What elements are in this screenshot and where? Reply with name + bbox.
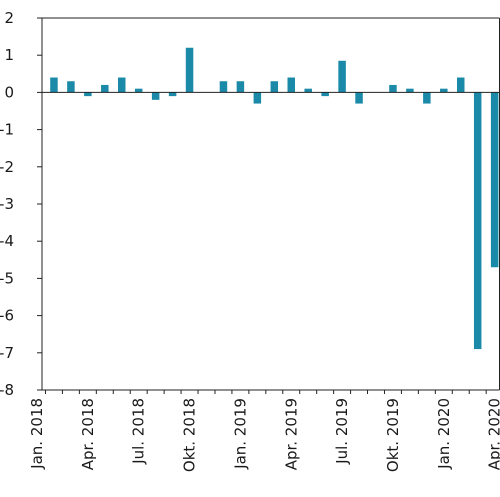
y-axis: 2 1 0 -1 -2 -3 -4 -5 -6 -7 -8 <box>0 9 43 399</box>
y-tick-label: -6 <box>0 307 14 325</box>
bar-mar-2018 <box>67 81 75 93</box>
y-tick-label: -1 <box>0 121 14 139</box>
bar-apr-2019 <box>287 77 295 93</box>
bar-jul-2019 <box>338 60 346 93</box>
y-tick-label: 1 <box>4 46 14 64</box>
bar-may-2018 <box>101 84 109 93</box>
plot-area <box>42 17 500 390</box>
y-tick-label: -5 <box>0 269 14 287</box>
bar-feb-2019 <box>253 92 262 104</box>
x-tick-label: Jan. 2020 <box>435 398 453 470</box>
x-tick-label: Apr. 2018 <box>79 398 97 470</box>
bar-sep-2018 <box>168 92 177 97</box>
bar-feb-2020 <box>457 77 465 93</box>
y-tick-label: 0 <box>4 83 14 101</box>
bar-feb-2018 <box>50 77 58 93</box>
x-tick-label: Jan. 2019 <box>231 398 249 470</box>
bar-dec-2019 <box>423 92 431 104</box>
bar-jun-2019 <box>321 92 329 97</box>
bar-apr-2018 <box>84 92 92 97</box>
bar-dec-2018 <box>219 81 228 93</box>
bar-okt-2019 <box>389 84 397 93</box>
bar-may-2019 <box>304 88 312 93</box>
y-tick-label: 2 <box>4 9 14 27</box>
x-axis: Jan. 2018 Apr. 2018 Jul. 2018 Okt. 2018 Jan.… <box>28 91 500 472</box>
y-tick-label: -8 <box>0 381 14 399</box>
bar-aug-2018 <box>151 92 160 100</box>
bar-jan-2020 <box>440 88 448 93</box>
x-tick-label: Jan. 2018 <box>28 398 46 470</box>
x-tick-label: Apr. 2019 <box>282 398 300 470</box>
bars-group <box>50 47 499 350</box>
bar-aug-2019 <box>355 92 363 104</box>
bar-jan-2019 <box>236 81 245 93</box>
y-tick-label: -4 <box>0 232 14 250</box>
y-tick-label: -3 <box>0 195 14 213</box>
x-tick-label: Jul. 2018 <box>130 398 148 465</box>
y-tick-label: -2 <box>0 158 14 176</box>
bar-mar-2020 <box>473 92 482 350</box>
bar-mar-2019 <box>270 81 279 93</box>
bar-nov-2019 <box>406 88 414 93</box>
bar-okt-2018 <box>185 47 194 93</box>
x-tick-label: Okt. 2018 <box>181 398 199 472</box>
x-tick-label: Okt. 2019 <box>384 398 402 472</box>
bar-apr-2020 <box>490 92 499 268</box>
y-tick-label: -7 <box>0 344 14 362</box>
bar-jun-2018 <box>118 77 126 93</box>
bar-jul-2018 <box>134 88 143 93</box>
x-tick-label: Jul. 2019 <box>333 398 351 465</box>
x-tick-label: Apr. 2020 <box>486 398 500 470</box>
